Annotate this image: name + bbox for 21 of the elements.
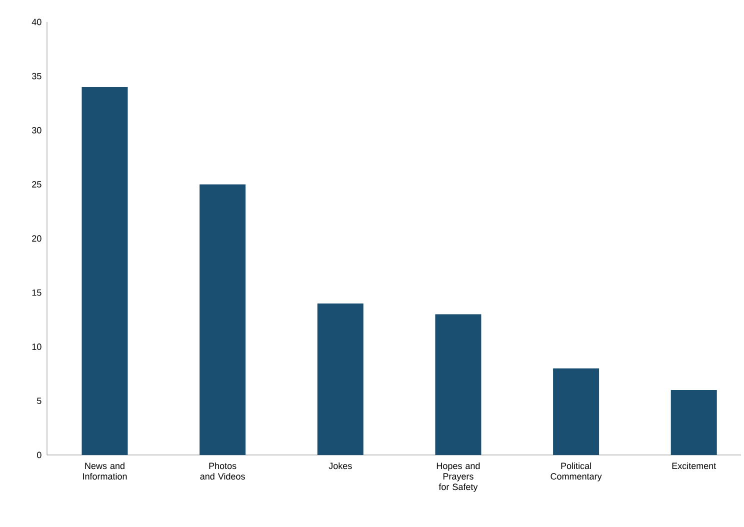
bar	[317, 303, 364, 455]
bar	[435, 314, 482, 455]
y-tick-label: 40	[32, 18, 42, 26]
bar	[553, 368, 600, 455]
y-tick-label: 25	[32, 181, 42, 188]
x-tick-label: Excitement	[672, 462, 716, 470]
y-tick-label: 5	[37, 398, 42, 404]
bar	[200, 184, 246, 455]
y-tick-label: 0	[37, 452, 42, 458]
bar	[82, 86, 128, 455]
x-tick-label: Jokes	[328, 462, 352, 470]
x-tick-label: Political Commentary	[550, 462, 602, 482]
y-tick-label: 15	[32, 289, 42, 296]
y-tick-label: 35	[32, 72, 42, 80]
y-tick-label: 30	[32, 127, 42, 134]
x-tick-label: News and Information	[83, 462, 127, 480]
x-tick-label: Photos and Videos	[200, 462, 245, 480]
x-tick-label: Hopes and Prayers for Safety	[436, 462, 480, 492]
y-tick-label: 20	[32, 235, 42, 242]
y-tick-label: 10	[32, 344, 42, 350]
bar	[670, 390, 717, 455]
